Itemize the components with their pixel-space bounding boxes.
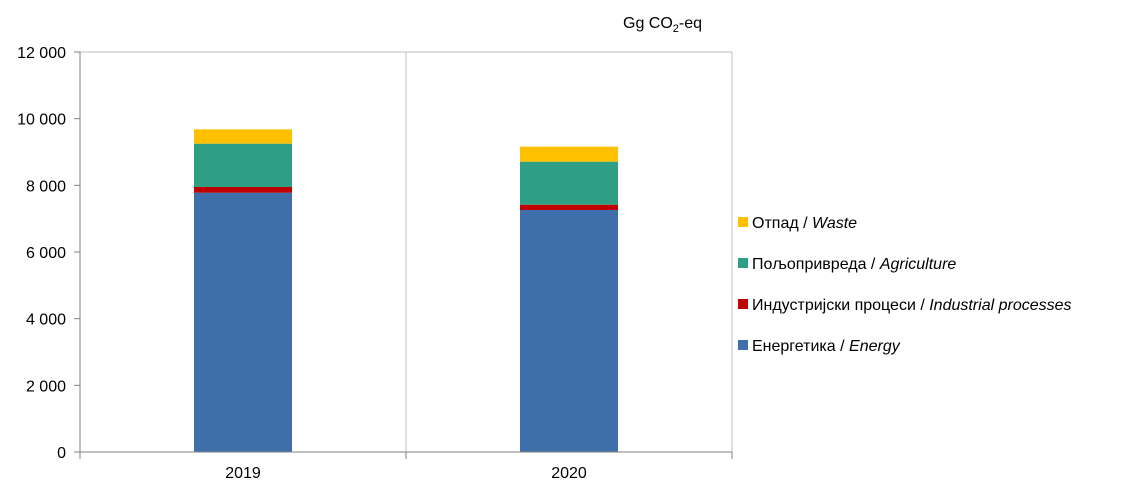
- x-tick-label: 2020: [551, 465, 587, 482]
- y-tick-label: 4 000: [26, 312, 66, 329]
- legend-label-local: Индустријски процеси /: [752, 297, 929, 314]
- legend-swatch: [738, 299, 748, 309]
- legend-label-english: Agriculture: [879, 256, 957, 273]
- legend-swatch: [738, 217, 748, 227]
- y-tick-label: 12 000: [17, 45, 66, 62]
- legend-label-local: Енергетика /: [752, 338, 849, 355]
- unit-label: Gg CO2-eq: [623, 15, 702, 35]
- legend-label-english: Industrial processes: [929, 297, 1071, 314]
- legend-item: Индустријски процеси / Industrial proces…: [738, 297, 1072, 314]
- legend-label-english: Energy: [849, 338, 901, 355]
- legend-label-local: Отпад /: [752, 215, 812, 232]
- y-tick-label: 2 000: [26, 378, 66, 395]
- bar-segment-agriculture-2019: [194, 143, 292, 187]
- bar-segment-energy-2020: [520, 210, 618, 452]
- y-tick-label: 8 000: [26, 178, 66, 195]
- legend-label: Пољопривреда / Agriculture: [752, 256, 956, 273]
- y-tick-label: 10 000: [17, 112, 66, 129]
- bar-segment-industrial-processes-2020: [520, 204, 618, 210]
- legend-label-english: Waste: [812, 215, 857, 232]
- bar-segment-waste-2020: [520, 146, 618, 162]
- bar-segment-industrial-processes-2019: [194, 187, 292, 193]
- unit-label-suffix: -eq: [679, 15, 702, 32]
- legend-swatch: [738, 258, 748, 268]
- y-tick-label: 0: [57, 445, 66, 462]
- legend-label: Индустријски процеси / Industrial proces…: [752, 297, 1072, 314]
- axes-layer: 0 2 000 4 000 6 000 8 000 10 000 12 000 2019 202…: [17, 45, 733, 482]
- unit-label-main: Gg CO: [623, 15, 673, 32]
- legend-swatch: [738, 340, 748, 350]
- bar-segment-agriculture-2020: [520, 161, 618, 205]
- legend-label: Енергетика / Energy: [752, 338, 901, 355]
- grid-layer: [80, 51, 733, 452]
- bar-segment-waste-2019: [194, 129, 292, 144]
- legend-item: Отпад / Waste: [738, 215, 857, 232]
- legend-label: Отпад / Waste: [752, 215, 857, 232]
- bars-layer: [194, 129, 618, 452]
- legend: Отпад / Waste Пољопривреда / Agriculture И…: [738, 215, 1072, 355]
- legend-item: Пољопривреда / Agriculture: [738, 256, 956, 273]
- legend-item: Енергетика / Energy: [738, 338, 901, 355]
- y-tick-label: 6 000: [26, 245, 66, 262]
- bar-segment-energy-2019: [194, 192, 292, 452]
- unit-label-sub: 2: [673, 23, 679, 35]
- x-tick-label: 2019: [225, 465, 261, 482]
- legend-label-local: Пољопривреда /: [752, 256, 880, 273]
